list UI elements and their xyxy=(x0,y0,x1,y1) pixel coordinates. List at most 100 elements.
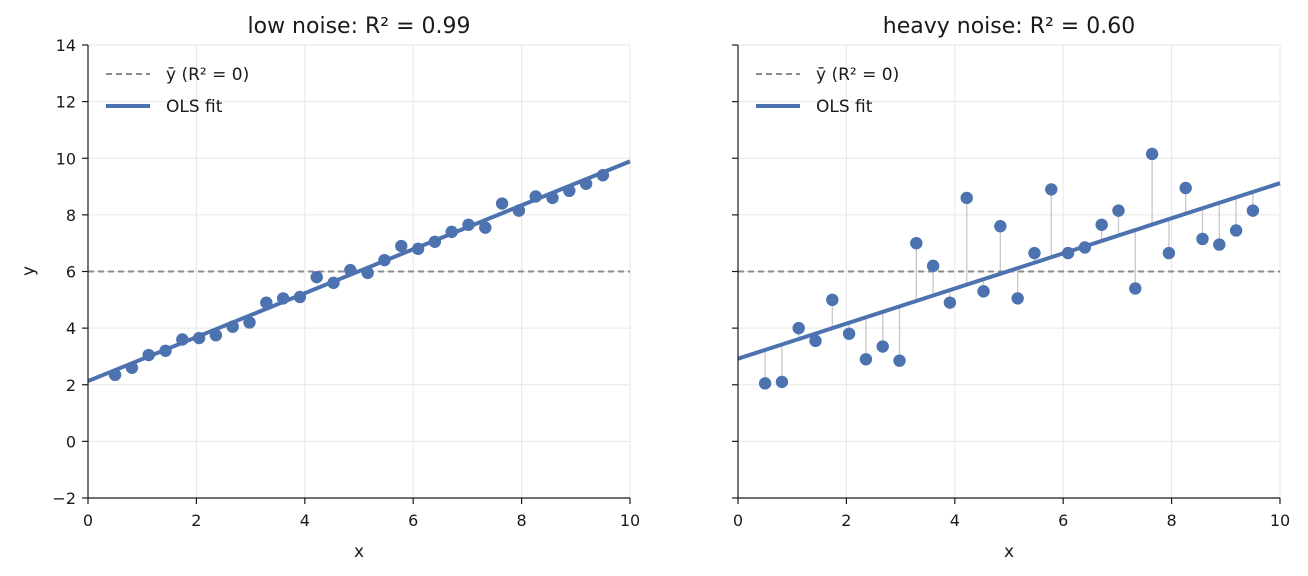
left-data-point-19 xyxy=(428,235,442,248)
right-data-point-20 xyxy=(1095,218,1108,231)
left-data-point-28 xyxy=(579,177,593,190)
left-legend-fit-label: OLS fit xyxy=(166,97,223,117)
right-x-tick-label-1: 2 xyxy=(841,511,851,530)
right-data-point-14 xyxy=(994,220,1007,233)
right-axes: 0 2 4 6 8 10 xyxy=(732,44,1290,530)
left-y-tick-label-6: 10 xyxy=(56,149,76,168)
left-y-tick-label-8: 14 xyxy=(56,36,76,55)
right-data-point-19 xyxy=(1078,241,1092,254)
right-data-point-10 xyxy=(926,259,940,273)
left-y-tick-label-2: 2 xyxy=(66,376,76,395)
right-data-point-23 xyxy=(1145,147,1159,161)
left-data-points xyxy=(108,169,610,382)
left-data-point-14 xyxy=(344,263,357,277)
left-axes: 0 2 4 6 8 10 −2 0 2 4 6 8 10 12 14 xyxy=(52,36,640,530)
right-data-point-21 xyxy=(1112,204,1125,217)
right-data-point-22 xyxy=(1129,282,1142,295)
left-data-point-2 xyxy=(142,348,155,362)
left-y-tick-label-3: 4 xyxy=(66,319,76,338)
right-data-point-26 xyxy=(1196,232,1209,246)
left-data-point-12 xyxy=(310,270,323,284)
left-data-point-20 xyxy=(445,225,458,239)
left-x-tick-label-0: 0 xyxy=(83,511,93,530)
right-data-point-4 xyxy=(826,293,839,307)
left-data-point-15 xyxy=(361,266,374,280)
left-legend: ȳ (R² = 0) OLS fit xyxy=(106,65,249,117)
right-data-point-11 xyxy=(943,296,957,309)
left-data-point-11 xyxy=(293,290,307,304)
left-data-point-5 xyxy=(192,331,206,345)
left-y-tick-label-5: 8 xyxy=(66,206,76,225)
right-data-point-1 xyxy=(775,375,789,389)
right-data-point-5 xyxy=(842,327,856,340)
right-data-points xyxy=(758,147,1260,390)
right-x-tick-label-5: 10 xyxy=(1270,511,1290,530)
right-data-point-24 xyxy=(1162,246,1176,260)
left-data-point-6 xyxy=(209,329,223,342)
left-data-point-21 xyxy=(462,218,475,231)
right-data-point-17 xyxy=(1045,183,1058,196)
right-data-point-27 xyxy=(1213,238,1226,251)
left-y-tick-label-0: −2 xyxy=(52,489,76,508)
left-y-tick-label-7: 12 xyxy=(56,93,76,112)
left-y-tick-label-1: 0 xyxy=(66,432,76,451)
left-data-point-1 xyxy=(125,361,139,374)
right-data-point-8 xyxy=(893,354,906,367)
left-x-tick-label-3: 6 xyxy=(408,511,418,530)
right-chart-panel: heavy noise: R² = 0.60 0 2 4 6 8 10 x ȳ (R² =… xyxy=(732,14,1290,562)
right-data-point-13 xyxy=(977,285,990,298)
left-data-point-4 xyxy=(176,333,189,346)
left-x-tick-label-2: 4 xyxy=(300,511,310,530)
left-x-axis-label: x xyxy=(354,542,364,562)
right-legend: ȳ (R² = 0) OLS fit xyxy=(756,65,899,117)
left-data-point-8 xyxy=(243,316,256,329)
left-data-point-0 xyxy=(108,368,122,382)
left-data-point-26 xyxy=(546,191,559,205)
left-y-axis-label: y xyxy=(19,266,39,276)
right-data-point-6 xyxy=(859,353,873,366)
left-data-point-3 xyxy=(159,344,172,357)
left-y-tick-label-4: 6 xyxy=(66,263,76,282)
right-chart-title: heavy noise: R² = 0.60 xyxy=(883,14,1135,39)
left-chart-panel: low noise: R² = 0.99 0 2 4 6 8 10 −2 0 2 4 6 8 10 12 1… xyxy=(19,14,640,562)
right-data-point-0 xyxy=(758,377,772,390)
right-data-point-25 xyxy=(1179,181,1192,195)
left-data-point-23 xyxy=(495,197,509,210)
right-legend-mean-label: ȳ (R² = 0) xyxy=(816,65,899,85)
left-data-point-7 xyxy=(226,320,239,333)
left-x-tick-label-1: 2 xyxy=(191,511,201,530)
left-data-point-27 xyxy=(563,184,576,198)
left-data-point-13 xyxy=(327,276,340,290)
right-fit-line-group xyxy=(737,181,1281,361)
right-x-tick-label-2: 4 xyxy=(950,511,960,530)
right-legend-fit-label: OLS fit xyxy=(816,97,873,117)
left-data-point-9 xyxy=(260,296,273,309)
left-data-point-10 xyxy=(276,292,290,305)
left-data-point-18 xyxy=(411,242,425,256)
right-x-tick-label-0: 0 xyxy=(733,511,743,530)
left-x-tick-label-4: 8 xyxy=(517,511,527,530)
left-x-tick-label-5: 10 xyxy=(620,511,640,530)
right-x-tick-label-3: 6 xyxy=(1058,511,1068,530)
right-data-point-7 xyxy=(876,340,889,353)
right-data-point-16 xyxy=(1028,246,1041,260)
right-ols-fit-line xyxy=(737,181,1281,361)
right-data-point-3 xyxy=(809,334,822,348)
left-data-point-24 xyxy=(512,204,526,217)
left-data-point-16 xyxy=(378,253,391,267)
right-data-point-29 xyxy=(1246,204,1260,217)
left-data-point-29 xyxy=(596,169,610,182)
left-data-point-25 xyxy=(529,190,542,203)
right-data-point-18 xyxy=(1061,246,1075,260)
right-x-tick-label-4: 8 xyxy=(1167,511,1177,530)
left-data-point-22 xyxy=(479,221,492,234)
right-data-point-2 xyxy=(792,321,805,335)
right-data-point-12 xyxy=(960,191,973,205)
right-data-point-15 xyxy=(1011,292,1024,305)
left-legend-mean-label: ȳ (R² = 0) xyxy=(166,65,249,85)
right-data-point-9 xyxy=(910,236,923,250)
left-data-point-17 xyxy=(395,239,408,253)
left-chart-title: low noise: R² = 0.99 xyxy=(248,14,471,39)
right-x-axis-label: x xyxy=(1004,542,1014,562)
